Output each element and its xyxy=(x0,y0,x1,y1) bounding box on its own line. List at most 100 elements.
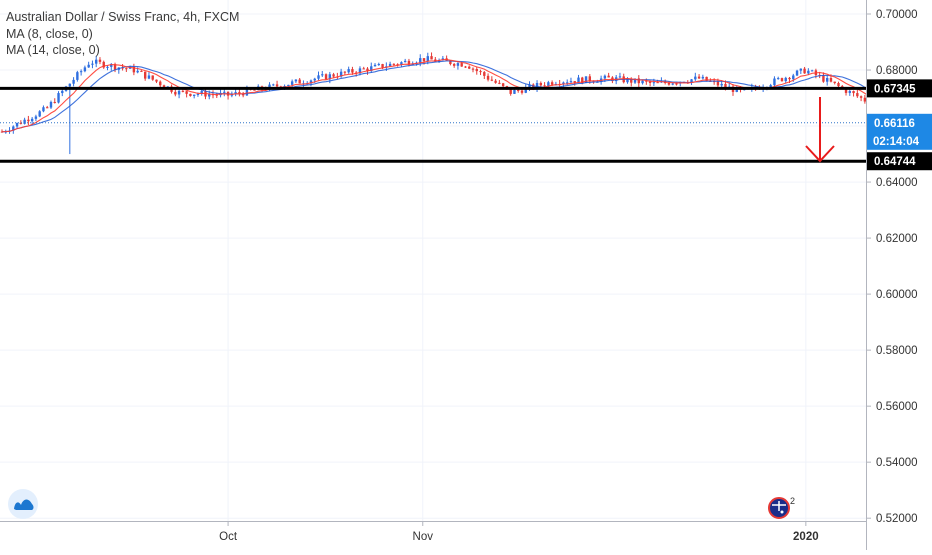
candle-body xyxy=(603,75,607,79)
candle-body xyxy=(339,71,343,77)
candle-body xyxy=(460,63,463,67)
current-price-tag xyxy=(867,113,932,150)
candle-body xyxy=(810,70,814,72)
indicator-ma-14[interactable]: MA (14, close, 0) xyxy=(6,43,100,57)
down-arrow-head xyxy=(805,145,835,163)
candle-body xyxy=(694,76,697,80)
candle-body xyxy=(724,83,727,88)
candle-body xyxy=(675,83,678,85)
y-tick-label: 0.60000 xyxy=(876,289,918,301)
candle-body xyxy=(106,66,109,68)
candle-body xyxy=(272,84,275,86)
candle-body xyxy=(863,97,867,102)
candle-body xyxy=(140,70,143,72)
candle-body xyxy=(697,76,701,79)
candle-body xyxy=(317,75,320,79)
indicator-ma-8[interactable]: MA (8, close, 0) xyxy=(6,26,93,41)
candle-body xyxy=(347,69,350,73)
candle-body xyxy=(396,64,399,66)
candle-body xyxy=(12,126,15,131)
candle-body xyxy=(351,69,354,73)
candle-body xyxy=(449,60,452,65)
candle-body xyxy=(321,74,324,76)
support-price-label: 0.64744 xyxy=(874,156,916,168)
y-tick-label: 0.64000 xyxy=(876,177,918,189)
candle-body xyxy=(234,92,237,95)
candle-body xyxy=(79,71,83,73)
candle-body xyxy=(825,78,829,82)
candle-body xyxy=(701,76,705,79)
candle-body xyxy=(136,70,139,73)
x-tick-label: 2020 xyxy=(793,531,819,543)
candle-body xyxy=(792,75,795,80)
candle-body xyxy=(562,82,565,85)
candle-body xyxy=(528,84,531,88)
candle-body xyxy=(328,74,332,80)
event-badge-count: 2 xyxy=(790,496,795,506)
x-tick-label: Nov xyxy=(413,531,434,543)
candle-body xyxy=(852,91,855,94)
time-axis-bg xyxy=(0,521,866,550)
candle-body xyxy=(377,64,380,66)
candle-body xyxy=(87,64,90,68)
candle-body xyxy=(483,72,486,76)
y-tick-label: 0.52000 xyxy=(876,513,918,525)
countdown-label: 02:14:04 xyxy=(873,136,920,148)
candle-body xyxy=(23,119,26,124)
candle-body xyxy=(535,82,539,89)
candle-body xyxy=(633,78,637,83)
candle-body xyxy=(501,83,505,87)
candle-body xyxy=(584,76,588,84)
candle-body xyxy=(856,93,859,97)
candle-body xyxy=(200,91,203,94)
candle-body xyxy=(162,85,166,88)
candle-body xyxy=(49,101,53,108)
candle-body xyxy=(102,61,105,68)
candle-body xyxy=(490,79,494,81)
candle-body xyxy=(38,111,41,117)
candle-body xyxy=(456,63,460,66)
candle-body xyxy=(403,60,407,63)
candle-body xyxy=(498,82,501,84)
candle-body xyxy=(185,91,188,94)
candle-body xyxy=(618,76,622,78)
candle-body xyxy=(829,78,833,82)
candle-body xyxy=(370,66,373,72)
tradingview-logo-icon xyxy=(8,489,38,519)
candle-body xyxy=(807,70,810,74)
candle-body xyxy=(98,59,102,62)
candle-body xyxy=(426,56,429,62)
candle-body xyxy=(61,90,64,94)
candle-body xyxy=(833,81,836,84)
candle-body xyxy=(72,79,75,84)
candle-body xyxy=(362,68,365,70)
candle-body xyxy=(588,76,592,82)
candle-body xyxy=(155,79,158,82)
candle-body xyxy=(181,90,185,92)
resistance-price-label: 0.67345 xyxy=(874,83,916,95)
level-price-tag xyxy=(867,152,932,171)
candle-body xyxy=(667,82,671,85)
candle-body xyxy=(151,75,154,80)
level-price-tag xyxy=(867,79,932,98)
candle-body xyxy=(769,85,772,88)
candle-body xyxy=(208,94,211,97)
candle-body xyxy=(716,81,720,86)
candle-body xyxy=(76,72,79,80)
candle-body xyxy=(125,68,128,70)
candle-body xyxy=(630,78,633,83)
candle-body xyxy=(468,66,471,69)
ma-14-line xyxy=(1,60,932,133)
candle-body xyxy=(607,75,610,78)
candle-body xyxy=(381,64,384,68)
candle-body xyxy=(596,81,599,83)
candle-body xyxy=(294,79,298,82)
candle-body xyxy=(68,83,72,87)
candle-body xyxy=(373,64,377,67)
candle-body xyxy=(30,118,34,122)
candle-body xyxy=(773,78,776,86)
candle-body xyxy=(648,81,652,83)
level-lines xyxy=(0,86,932,163)
